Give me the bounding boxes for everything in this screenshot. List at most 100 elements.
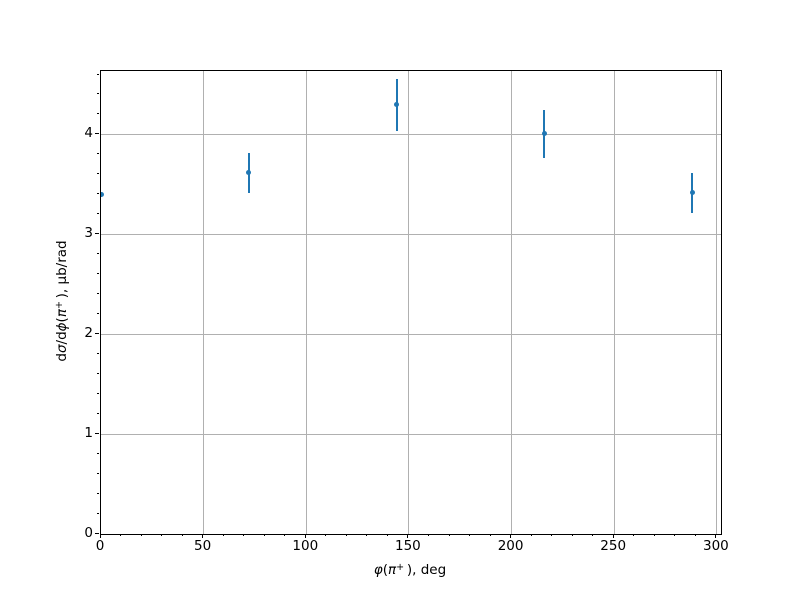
x-major-tick [715, 534, 717, 538]
y-axis-label: dσ/dϕ(π+ ), μb/rad [53, 240, 71, 362]
y-minor-tick [97, 512, 99, 514]
y-minor-tick [97, 153, 99, 155]
y-minor-tick [97, 372, 99, 374]
y-gridline [101, 333, 721, 335]
x-major-tick [510, 534, 512, 538]
y-minor-tick [97, 352, 99, 354]
y-minor-tick [97, 313, 99, 314]
label-segment: φ [373, 562, 383, 578]
y-minor-tick [97, 472, 99, 474]
x-minor-tick [428, 534, 429, 536]
y-minor-tick [97, 392, 99, 394]
x-minor-tick [571, 534, 573, 536]
label-segment: ( [382, 562, 389, 578]
x-minor-tick [222, 534, 224, 536]
x-minor-tick [325, 534, 327, 536]
y-major-tick [95, 332, 99, 334]
x-major-tick [407, 534, 409, 538]
label-segment: ) [404, 562, 413, 578]
y-minor-tick [97, 293, 99, 294]
label-segment: ( [54, 317, 70, 323]
y-tick-label: 0 [84, 524, 93, 541]
x-major-tick [612, 534, 614, 538]
x-gridline [613, 71, 615, 534]
y-major-tick [95, 133, 99, 135]
data-point-marker [689, 190, 695, 196]
x-major-tick [99, 534, 101, 538]
y-tick-label: 2 [84, 324, 93, 341]
y-minor-tick [97, 93, 99, 95]
label-segment: π [388, 562, 397, 578]
y-tick-label: 1 [84, 424, 93, 441]
x-minor-tick [633, 534, 635, 536]
data-point-marker [246, 170, 252, 176]
y-major-tick [95, 233, 99, 235]
y-minor-tick [97, 173, 99, 175]
y-minor-tick [97, 113, 99, 115]
y-gridline [101, 234, 721, 236]
x-gridline [305, 71, 307, 534]
x-minor-tick [530, 534, 532, 536]
x-minor-tick [161, 534, 163, 536]
x-minor-tick [386, 534, 388, 536]
label-segment: , μb/rad [54, 240, 70, 294]
x-minor-tick [489, 534, 491, 536]
x-tick-label: 100 [292, 538, 319, 554]
x-minor-tick [181, 534, 183, 536]
y-minor-tick [97, 412, 99, 414]
x-tick-label: 0 [95, 538, 105, 554]
y-minor-tick [97, 253, 99, 255]
y-minor-tick [97, 213, 99, 215]
x-gridline [203, 71, 205, 534]
x-minor-tick [674, 534, 676, 536]
y-gridline [101, 433, 721, 435]
x-tick-label: 200 [497, 538, 524, 554]
x-tick-label: 300 [703, 538, 729, 554]
y-minor-tick [97, 273, 99, 275]
superscript-segment: + [396, 561, 405, 573]
x-minor-tick [263, 534, 265, 536]
x-minor-tick [551, 534, 553, 536]
label-segment: , deg [412, 562, 447, 578]
x-gridline [716, 71, 718, 534]
label-segment: σ [54, 344, 70, 354]
superscript-segment: + [53, 301, 65, 310]
x-tick-label: 250 [600, 538, 627, 554]
x-minor-tick [469, 534, 470, 536]
x-minor-tick [284, 534, 286, 536]
x-minor-tick [653, 534, 655, 536]
label-segment: d [54, 353, 70, 362]
x-minor-tick [140, 534, 142, 536]
y-major-tick [95, 532, 99, 534]
label-segment: π [54, 309, 70, 318]
x-tick-label: 150 [395, 538, 421, 554]
y-tick-label: 4 [84, 125, 93, 142]
x-axis-label: φ(π+ ), deg [373, 561, 447, 579]
y-minor-tick [97, 193, 99, 195]
x-minor-tick [592, 534, 594, 536]
x-minor-tick [345, 534, 347, 536]
x-tick-label: 50 [194, 538, 212, 554]
y-minor-tick [97, 73, 99, 75]
y-gridline [101, 134, 721, 136]
x-gridline [511, 71, 513, 534]
data-point-marker [541, 131, 547, 137]
x-minor-tick [120, 534, 121, 536]
label-segment: /d [54, 331, 70, 345]
data-point-marker [394, 102, 400, 108]
y-tick-label: 3 [84, 225, 93, 242]
x-minor-tick [243, 534, 245, 536]
data-point-marker [101, 192, 104, 198]
y-minor-tick [97, 492, 99, 494]
y-major-tick [95, 432, 99, 434]
x-minor-tick [694, 534, 696, 536]
x-major-tick [304, 534, 306, 538]
x-major-tick [202, 534, 204, 538]
label-segment: ϕ [54, 322, 70, 332]
y-minor-tick [97, 452, 99, 454]
plot-area [100, 70, 722, 535]
x-minor-tick [366, 534, 368, 536]
x-minor-tick [448, 534, 450, 536]
x-gridline [408, 71, 410, 534]
